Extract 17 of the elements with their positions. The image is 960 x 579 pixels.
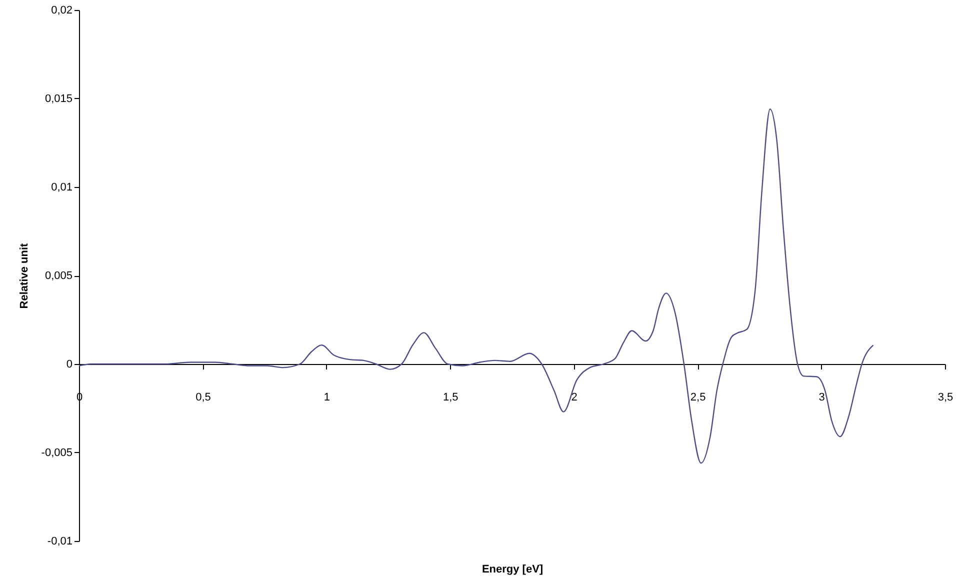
y-axis-title: Relative unit	[18, 242, 30, 309]
x-tick-label: 1,5	[442, 392, 458, 404]
x-axis-title: Energy [eV]	[482, 564, 544, 576]
y-tick-label: 0,01	[51, 182, 72, 194]
y-tick-label: 0,015	[44, 93, 72, 105]
x-tick-label: 1	[324, 392, 330, 404]
x-tick-label: 3,5	[938, 392, 954, 404]
y-tick-label: -0,01	[47, 536, 72, 548]
y-tick-label: 0,02	[51, 4, 72, 16]
y-tick-label: -0,005	[41, 447, 72, 459]
line-series	[78, 108, 874, 464]
x-tick-label: 2	[571, 392, 578, 404]
x-tick-label: 3	[818, 392, 825, 404]
y-tick-label: 0,005	[44, 270, 72, 282]
x-tick-label: 0,5	[196, 392, 211, 404]
x-tick-label: 2,5	[690, 392, 706, 404]
y-tick-label: 0	[66, 358, 72, 370]
